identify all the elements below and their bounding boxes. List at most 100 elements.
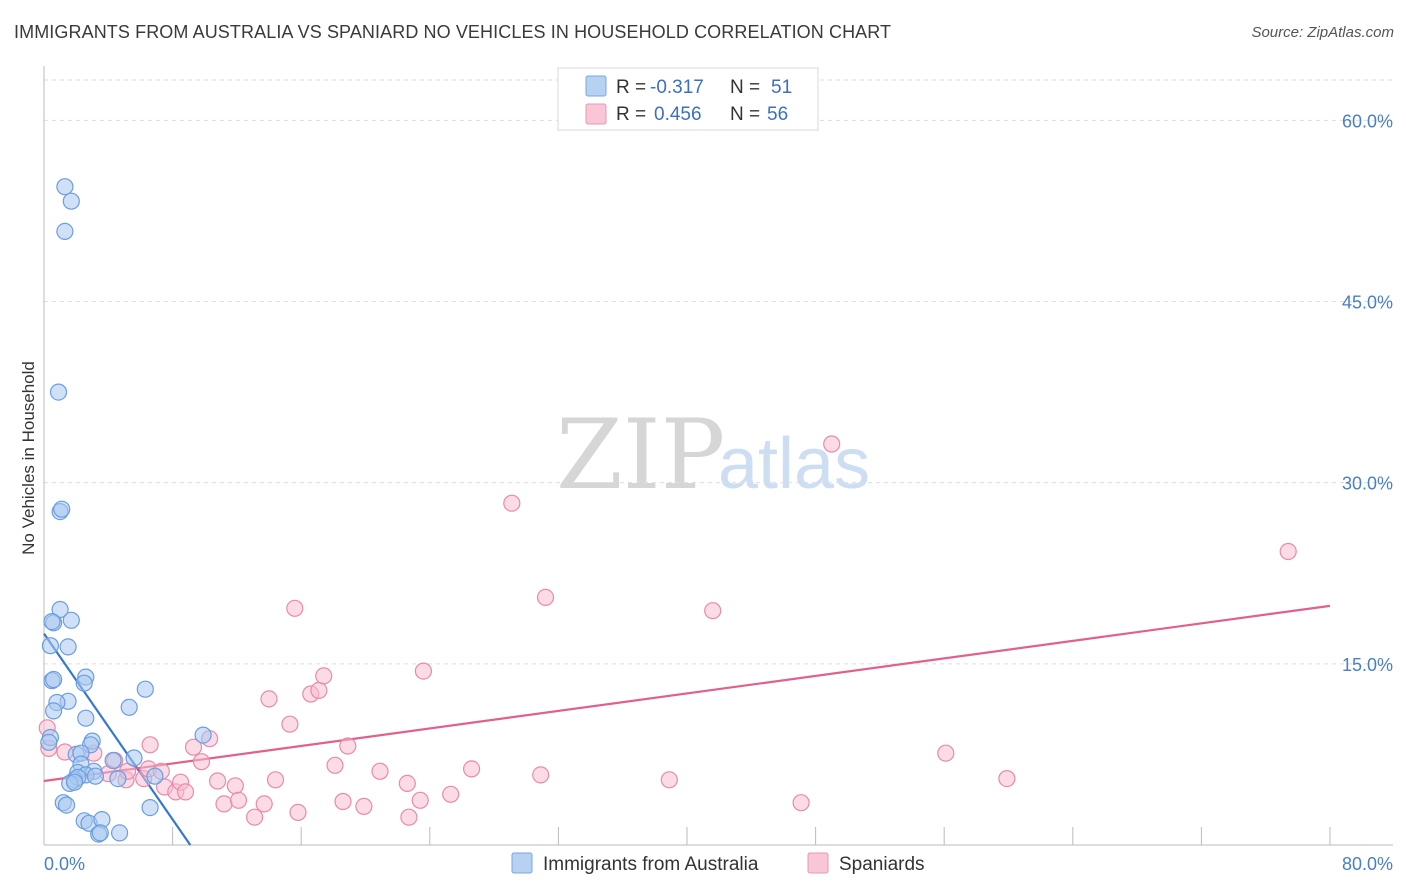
data-point-spaniards	[823, 435, 841, 453]
data-point-spaniards	[209, 772, 227, 790]
data-point-spaniards	[192, 753, 211, 771]
legend-r-value-1: -0.317	[650, 77, 704, 98]
data-point-australia	[120, 698, 138, 716]
legend-r-label-1: R =	[616, 77, 646, 98]
y-tick-label: 15.0%	[1342, 655, 1393, 675]
series-swatch-australia	[511, 852, 533, 874]
data-point-australia	[41, 637, 60, 655]
data-point-australia	[43, 612, 61, 631]
data-point-spaniards	[326, 756, 344, 774]
data-point-australia	[40, 733, 58, 751]
data-point-spaniards	[398, 774, 416, 793]
data-point-australia	[75, 674, 93, 692]
y-tick-label: 60.0%	[1342, 111, 1393, 131]
legend-r-value-2: 0.456	[654, 104, 702, 125]
data-point-spaniards	[371, 762, 389, 780]
y-tick-label: 45.0%	[1342, 292, 1393, 312]
data-point-spaniards	[229, 791, 248, 809]
data-point-australia	[53, 500, 71, 518]
data-point-australia	[109, 769, 127, 788]
data-point-australia	[146, 767, 164, 785]
data-point-spaniards	[310, 681, 328, 700]
x-tick-label-max: 80.0%	[1342, 854, 1393, 874]
data-point-spaniards	[704, 602, 722, 620]
data-point-australia	[62, 611, 80, 629]
correlation-legend: R = -0.317 N = 51 R = 0.456 N = 56	[557, 67, 819, 131]
data-point-australia	[56, 178, 74, 196]
legend-n-label-1: N =	[730, 77, 760, 98]
data-point-spaniards	[215, 795, 233, 813]
data-point-australia	[104, 751, 122, 770]
data-point-australia	[57, 796, 76, 814]
series-label-australia: Immigrants from Australia	[543, 854, 759, 875]
watermark-atlas: atlas	[718, 424, 870, 504]
data-point-australia	[110, 824, 129, 842]
x-tick-label-min: 0.0%	[44, 854, 85, 874]
data-point-australia	[44, 702, 63, 720]
legend-swatch-blue	[585, 75, 607, 97]
legend-n-label-2: N =	[730, 104, 760, 125]
data-points	[38, 178, 1297, 843]
chart-title: IMMIGRANTS FROM AUSTRALIA VS SPANIARD NO…	[14, 22, 892, 42]
watermark-zip: ZIP	[556, 399, 725, 511]
data-point-australia	[59, 638, 77, 656]
data-point-australia	[56, 222, 74, 240]
data-point-spaniards	[176, 783, 195, 801]
data-point-australia	[62, 192, 80, 210]
legend-swatch-pink	[585, 103, 607, 125]
data-point-spaniards	[532, 766, 550, 784]
data-point-spaniards	[315, 667, 333, 685]
data-point-spaniards	[463, 760, 481, 778]
data-point-spaniards	[411, 791, 429, 809]
data-point-spaniards	[937, 744, 955, 762]
data-point-spaniards	[286, 599, 304, 617]
trendline-australia	[43, 633, 192, 846]
data-point-spaniards	[255, 795, 273, 813]
data-point-australia	[194, 726, 212, 744]
data-point-spaniards	[184, 738, 203, 756]
data-point-spaniards	[339, 737, 357, 755]
data-point-spaniards	[246, 808, 264, 826]
y-tick-labels: 15.0% 30.0% 45.0% 60.0%	[1342, 111, 1393, 675]
data-point-spaniards	[998, 769, 1016, 788]
y-axis-label: No Vehicles in Household	[19, 361, 38, 555]
series-label-spaniards: Spaniards	[839, 854, 925, 875]
trendlines	[43, 604, 1331, 846]
data-point-spaniards	[536, 588, 555, 607]
grid	[44, 79, 1393, 665]
data-point-australia	[86, 767, 105, 785]
legend-n-value-1: 51	[771, 77, 792, 98]
trendline-spaniards	[43, 604, 1331, 783]
data-point-spaniards	[355, 797, 373, 816]
data-point-spaniards	[289, 803, 307, 822]
data-point-spaniards	[334, 792, 352, 811]
legend-n-value-2: 56	[767, 104, 788, 125]
series-swatch-spaniards	[807, 852, 829, 874]
data-point-spaniards	[266, 771, 285, 789]
data-point-spaniards	[792, 794, 810, 812]
data-point-spaniards	[1279, 542, 1297, 561]
data-point-australia	[65, 773, 84, 791]
axes	[43, 66, 1393, 846]
y-tick-label: 30.0%	[1342, 474, 1393, 494]
data-point-spaniards	[414, 662, 432, 680]
data-point-australia	[44, 670, 63, 689]
data-point-spaniards	[442, 785, 460, 803]
source-credit: Source: ZipAtlas.com	[1251, 24, 1394, 41]
data-point-spaniards	[141, 736, 159, 754]
data-point-spaniards	[226, 777, 244, 795]
data-point-spaniards	[281, 715, 299, 733]
data-point-australia	[49, 383, 68, 401]
data-point-australia	[91, 824, 109, 842]
data-point-australia	[125, 749, 143, 767]
series-legend: Immigrants from Australia Spaniards	[511, 852, 925, 875]
data-point-spaniards	[400, 808, 418, 826]
data-point-spaniards	[660, 771, 678, 789]
data-point-australia	[141, 798, 159, 817]
legend-r-label-2: R =	[616, 104, 646, 125]
data-point-australia	[136, 680, 154, 698]
data-point-spaniards	[260, 690, 278, 708]
data-point-australia	[77, 709, 95, 727]
data-point-spaniards	[503, 494, 521, 512]
